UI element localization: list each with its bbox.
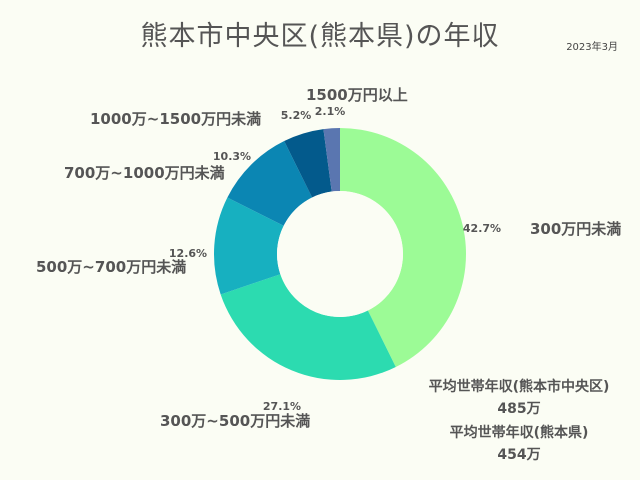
category-label-1: 300万円未満 [530,220,621,238]
chart-title: 熊本市中央区(熊本県)の年収 [140,21,500,52]
prefecture-average-summary: 平均世帯年収(熊本県) 454万 [404,422,634,466]
chart-date: 2023年3月 [566,42,618,53]
percent-label-4: 10.3% [213,150,251,163]
city-average-summary: 平均世帯年収(熊本市中央区) 485万 [404,376,634,420]
percent-label-1: 42.7% [463,222,501,235]
category-label-6: 1500万円以上 [306,86,408,104]
percent-label-3: 12.6% [169,247,207,260]
category-label-2: 300万~500万円未満 [160,412,310,430]
donut-slice-5 [284,129,332,198]
category-label-5: 1000万~1500万円未満 [90,110,261,128]
donut-hole [277,191,403,317]
donut-slice-3 [214,197,284,295]
donut-slice-2 [220,274,396,381]
donut-slice-1 [340,128,467,367]
percent-label-5: 5.2% [281,109,312,122]
donut-slice-6 [323,128,340,192]
prefecture-average-value: 454万 [497,447,541,463]
city-average-value: 485万 [497,401,541,417]
city-average-label: 平均世帯年収(熊本市中央区) [428,379,610,395]
percent-label-2: 27.1% [263,400,301,413]
category-label-4: 700万~1000万円未満 [64,164,225,182]
prefecture-average-label: 平均世帯年収(熊本県) [449,425,589,441]
donut-slice-4 [227,141,313,226]
percent-label-6: 2.1% [315,105,346,118]
category-label-3: 500万~700万円未満 [36,258,186,276]
